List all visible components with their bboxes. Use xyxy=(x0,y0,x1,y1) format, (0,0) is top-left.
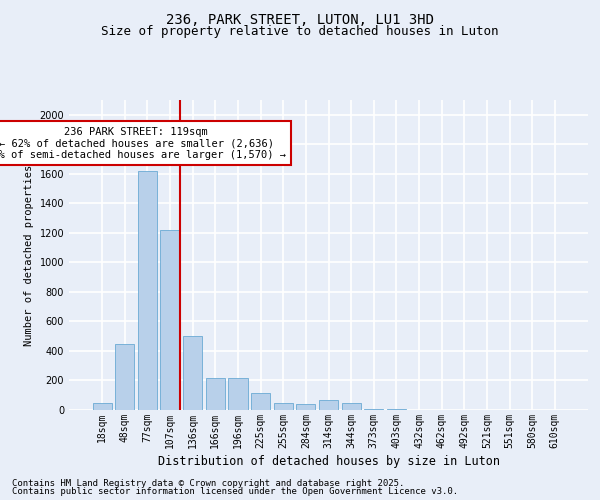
Bar xyxy=(92,402,112,410)
Bar xyxy=(296,404,316,410)
Bar xyxy=(183,336,202,410)
Text: Contains public sector information licensed under the Open Government Licence v3: Contains public sector information licen… xyxy=(12,487,458,496)
Bar xyxy=(138,171,157,410)
Y-axis label: Number of detached properties: Number of detached properties xyxy=(24,164,34,346)
Text: 236 PARK STREET: 119sqm
← 62% of detached houses are smaller (2,636)
37% of semi: 236 PARK STREET: 119sqm ← 62% of detache… xyxy=(0,126,286,160)
Bar xyxy=(251,393,270,410)
Text: 236, PARK STREET, LUTON, LU1 3HD: 236, PARK STREET, LUTON, LU1 3HD xyxy=(166,12,434,26)
Bar xyxy=(319,400,338,410)
Text: Size of property relative to detached houses in Luton: Size of property relative to detached ho… xyxy=(101,25,499,38)
Bar xyxy=(206,378,225,410)
X-axis label: Distribution of detached houses by size in Luton: Distribution of detached houses by size … xyxy=(157,455,499,468)
Bar xyxy=(229,378,248,410)
Bar xyxy=(364,408,383,410)
Bar xyxy=(115,344,134,410)
Text: Contains HM Land Registry data © Crown copyright and database right 2025.: Contains HM Land Registry data © Crown c… xyxy=(12,478,404,488)
Bar xyxy=(341,402,361,410)
Bar xyxy=(274,402,293,410)
Bar xyxy=(160,230,180,410)
